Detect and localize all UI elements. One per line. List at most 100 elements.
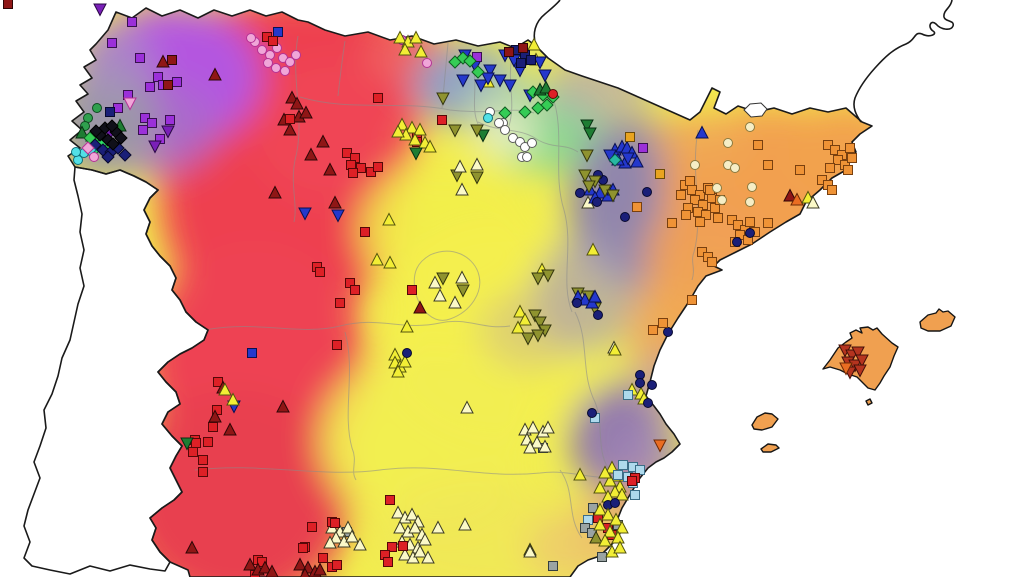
data-point-marker: [456, 74, 470, 88]
data-point-marker: [516, 58, 526, 68]
data-point-marker: [89, 152, 99, 162]
data-point-marker: [208, 409, 222, 423]
data-point-marker: [667, 218, 677, 228]
data-point-marker: [353, 537, 367, 551]
data-point-marker: [608, 484, 622, 498]
data-point-marker: [402, 348, 412, 358]
data-point-marker: [243, 557, 257, 571]
data-point-marker: [533, 56, 547, 70]
data-point-marker: [348, 168, 358, 178]
andorra: [743, 102, 768, 118]
data-point-marker: [315, 267, 325, 277]
data-point-marker: [285, 90, 299, 104]
data-point-marker: [307, 522, 317, 532]
data-point-marker: [265, 564, 279, 577]
data-point-marker: [180, 437, 194, 451]
data-point-marker: [548, 89, 558, 99]
data-point-marker: [226, 392, 240, 406]
data-point-marker: [623, 390, 633, 400]
data-point-marker: [538, 69, 552, 83]
data-point-marker: [409, 147, 423, 161]
data-point-marker: [531, 272, 545, 286]
data-point-marker: [521, 332, 535, 346]
data-point-marker: [606, 189, 620, 203]
data-point-marker: [753, 140, 763, 150]
data-point-marker: [695, 125, 709, 139]
data-point-marker: [331, 209, 345, 223]
markers-layer: [3, 0, 869, 577]
data-point-marker: [572, 298, 582, 308]
data-point-marker: [398, 354, 412, 368]
data-point-marker: [332, 340, 342, 350]
data-point-marker: [825, 163, 835, 173]
data-point-marker: [526, 420, 540, 434]
data-point-marker: [203, 437, 213, 447]
data-point-marker: [593, 502, 607, 516]
data-point-marker: [603, 524, 617, 538]
data-point-marker: [247, 348, 257, 358]
data-point-marker: [421, 550, 435, 564]
data-point-marker: [526, 55, 536, 65]
data-point-marker: [655, 169, 665, 179]
data-point-marker: [89, 124, 103, 138]
data-point-marker: [593, 517, 607, 531]
data-point-marker: [643, 398, 653, 408]
data-point-marker: [695, 217, 705, 227]
data-point-marker: [676, 190, 686, 200]
data-point-marker: [161, 125, 175, 139]
data-point-marker: [393, 520, 407, 534]
data-point-marker: [541, 269, 555, 283]
data-point-marker: [341, 520, 355, 534]
data-point-marker: [527, 37, 541, 51]
data-point-marker: [470, 171, 484, 185]
data-point-marker: [531, 101, 545, 115]
data-point-marker: [527, 138, 537, 148]
data-point-marker: [504, 47, 514, 57]
data-point-marker: [329, 530, 343, 544]
data-point-marker: [276, 399, 290, 413]
data-point-marker: [148, 140, 162, 154]
data-point-marker: [855, 354, 869, 368]
data-point-marker: [330, 518, 340, 528]
menorca: [919, 308, 956, 332]
data-point-marker: [615, 520, 629, 534]
data-point-marker: [483, 64, 497, 78]
data-point-marker: [608, 342, 622, 356]
data-point-marker: [409, 30, 423, 44]
data-point-marker: [360, 227, 370, 237]
data-point-marker: [806, 195, 820, 209]
france-coastline: [533, 0, 955, 123]
data-point-marker: [460, 400, 474, 414]
data-point-marker: [790, 192, 804, 206]
data-point-marker: [71, 147, 81, 157]
data-point-marker: [530, 435, 544, 449]
data-point-marker: [135, 53, 145, 63]
data-point-marker: [405, 120, 419, 134]
data-point-marker: [208, 422, 218, 432]
data-point-marker: [658, 318, 668, 328]
data-point-marker: [383, 255, 397, 269]
data-point-marker: [730, 163, 740, 173]
data-point-marker: [548, 561, 558, 571]
data-point-marker: [328, 195, 342, 209]
data-point-marker: [105, 119, 119, 133]
data-point-marker: [316, 134, 330, 148]
data-point-marker: [373, 162, 383, 172]
data-point-marker: [685, 176, 695, 186]
data-point-marker: [81, 141, 95, 155]
data-point-marker: [763, 218, 773, 228]
data-point-marker: [610, 498, 620, 508]
data-point-marker: [391, 505, 405, 519]
data-point-marker: [167, 55, 177, 65]
data-point-marker: [458, 517, 472, 531]
data-point-marker: [198, 455, 208, 465]
data-point-marker: [701, 210, 711, 220]
data-point-marker: [323, 162, 337, 176]
data-point-marker: [598, 465, 612, 479]
data-point-marker: [745, 217, 755, 227]
data-point-marker: [588, 289, 602, 303]
data-point-marker: [494, 118, 504, 128]
data-point-marker: [592, 197, 602, 207]
data-point-marker: [575, 188, 585, 198]
data-point-marker: [712, 183, 722, 193]
